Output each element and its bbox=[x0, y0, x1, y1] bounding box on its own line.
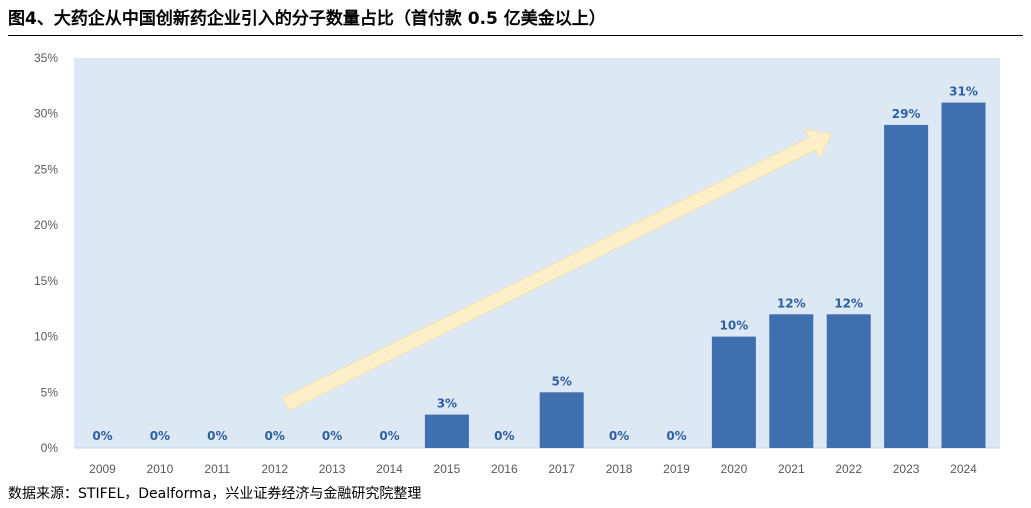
data-label-2009: 0% bbox=[92, 429, 112, 443]
chart-title: 图4、大药企从中国创新药企业引入的分子数量占比（首付款 0.5 亿美金以上） bbox=[8, 9, 606, 29]
x-tick-label-2016: 2016 bbox=[491, 462, 518, 476]
y-axis: 0% 5% 10% 15% 20% 25% 30% 35% bbox=[34, 51, 58, 455]
data-labels-group: 0% 0% 0% 0% 0% 0% 3% 0% 5% 0% 0% 10% 12% 12% 29% 31% bbox=[92, 85, 978, 443]
y-tick-label: 10% bbox=[34, 330, 58, 344]
data-label-2015: 3% bbox=[437, 397, 457, 411]
x-tick-label-2018: 2018 bbox=[606, 462, 633, 476]
x-tick-label-2011: 2011 bbox=[204, 462, 230, 476]
x-tick-label-2010: 2010 bbox=[147, 462, 174, 476]
x-tick-label-2014: 2014 bbox=[376, 462, 403, 476]
data-label-2022: 12% bbox=[834, 296, 863, 310]
y-tick-label: 35% bbox=[34, 51, 58, 65]
trend-arrow-shape bbox=[282, 128, 833, 411]
y-tick-label: 0% bbox=[41, 441, 59, 455]
x-tick-label-2020: 2020 bbox=[721, 462, 748, 476]
bar-2023 bbox=[884, 124, 929, 449]
x-tick-label-2023: 2023 bbox=[893, 462, 920, 476]
data-label-2020: 10% bbox=[720, 319, 749, 333]
data-label-2021: 12% bbox=[777, 296, 806, 310]
bar-2015 bbox=[424, 414, 469, 448]
x-tick-label-2021: 2021 bbox=[778, 462, 805, 476]
chart-container: 0% 5% 10% 15% 20% 25% 30% 35% 0% 0% 0% 0% 0% 0% 3% 0% 5… bbox=[0, 40, 1031, 484]
y-tick-label: 5% bbox=[41, 385, 59, 399]
x-axis: 2009 2010 2011 2012 2013 2014 2015 2016 2017 2018… bbox=[89, 462, 977, 476]
data-label-2012: 0% bbox=[265, 429, 285, 443]
data-label-2023: 29% bbox=[892, 107, 921, 121]
x-tick-label-2015: 2015 bbox=[434, 462, 461, 476]
x-tick-label-2012: 2012 bbox=[261, 462, 288, 476]
bars-group bbox=[424, 102, 986, 449]
x-tick-label-2009: 2009 bbox=[89, 462, 116, 476]
x-tick-label-2017: 2017 bbox=[548, 462, 575, 476]
data-label-2016: 0% bbox=[494, 429, 514, 443]
x-tick-label-2024: 2024 bbox=[950, 462, 977, 476]
source-note: 数据来源：STIFEL，Dealforma，兴业证券经济与金融研究院整理 bbox=[8, 486, 422, 502]
y-tick-label: 25% bbox=[34, 162, 58, 176]
x-tick-label-2013: 2013 bbox=[319, 462, 346, 476]
data-label-2014: 0% bbox=[379, 429, 399, 443]
data-label-2010: 0% bbox=[150, 429, 170, 443]
bar-2020 bbox=[711, 336, 756, 448]
data-label-2017: 5% bbox=[552, 374, 572, 388]
bar-2021 bbox=[769, 314, 814, 448]
title-divider bbox=[8, 35, 1023, 36]
data-label-2019: 0% bbox=[666, 429, 686, 443]
bar-2017 bbox=[539, 392, 584, 448]
data-label-2024: 31% bbox=[949, 85, 978, 99]
y-tick-label: 30% bbox=[34, 107, 58, 121]
y-tick-label: 15% bbox=[34, 274, 58, 288]
bar-2024 bbox=[941, 102, 986, 448]
bar-2022 bbox=[826, 314, 871, 448]
trend-arrow bbox=[282, 128, 833, 411]
x-tick-label-2019: 2019 bbox=[663, 462, 690, 476]
data-label-2011: 0% bbox=[207, 429, 227, 443]
bar-chart: 0% 5% 10% 15% 20% 25% 30% 35% 0% 0% 0% 0% 0% 0% 3% 0% 5… bbox=[34, 51, 1000, 476]
data-label-2018: 0% bbox=[609, 429, 629, 443]
x-tick-label-2022: 2022 bbox=[835, 462, 862, 476]
data-label-2013: 0% bbox=[322, 429, 342, 443]
y-tick-label: 20% bbox=[34, 218, 58, 232]
